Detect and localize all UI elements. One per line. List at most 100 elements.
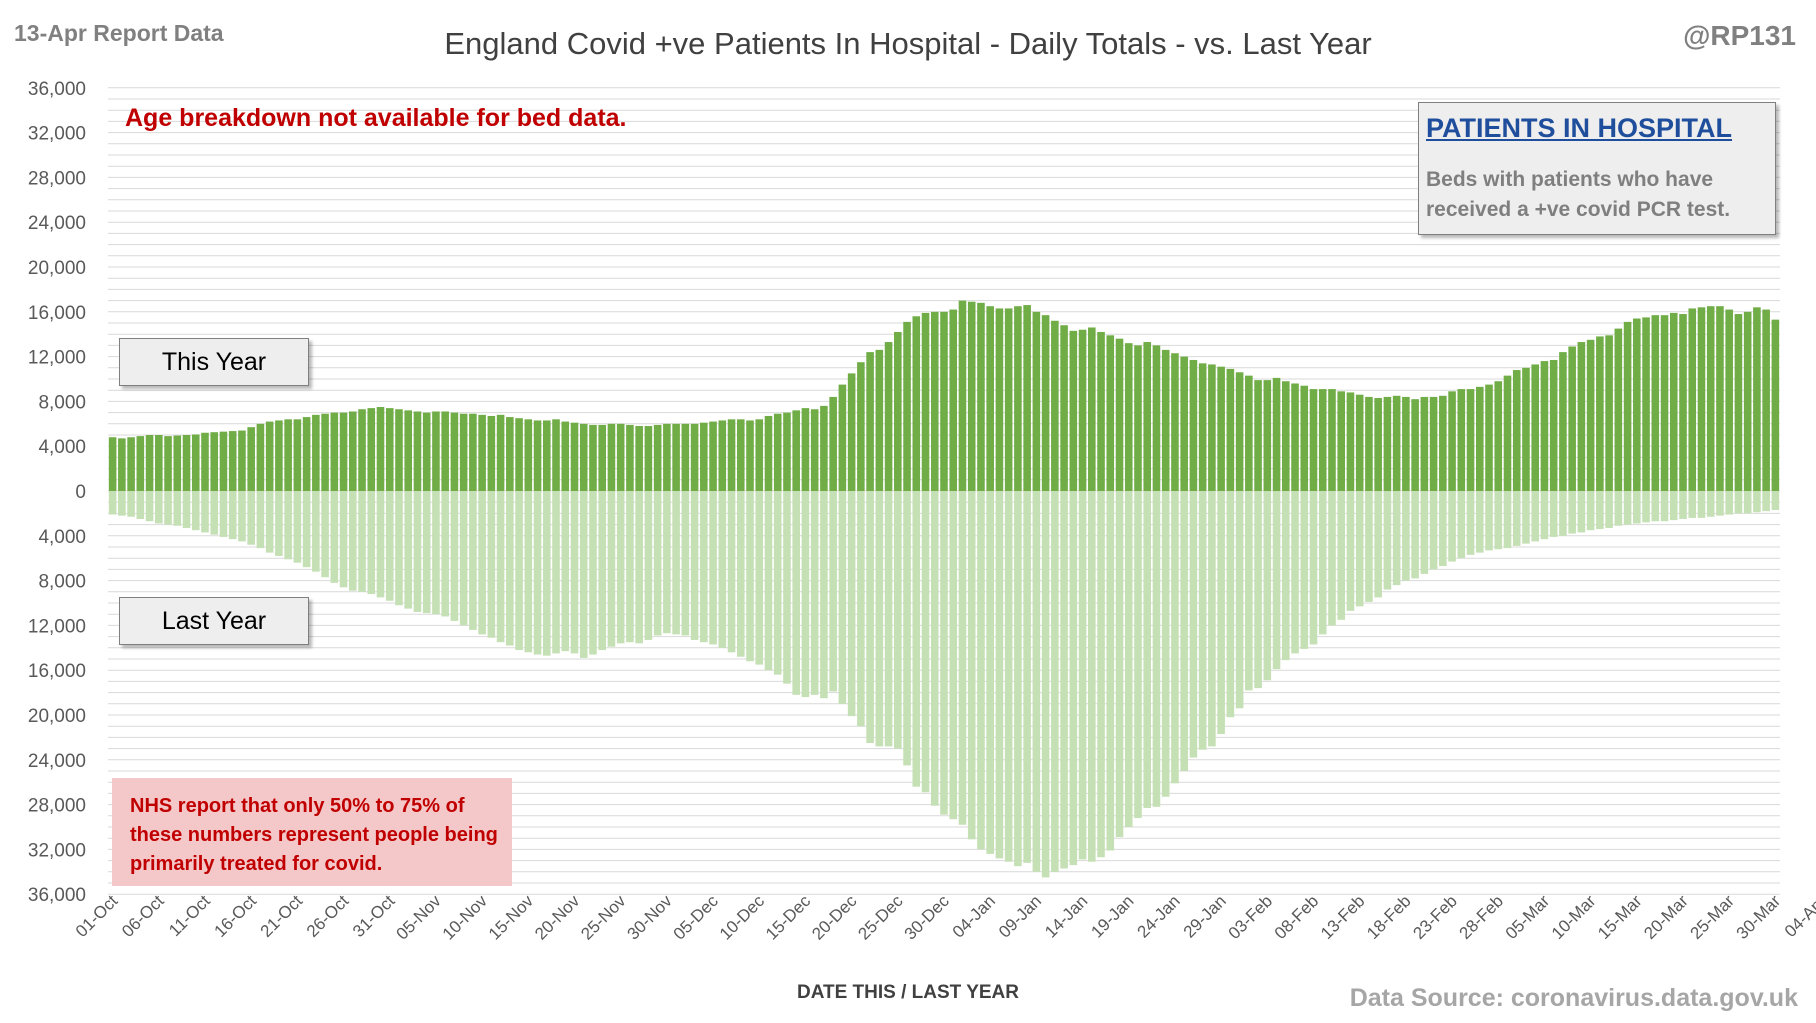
bar-this-year: [1512, 370, 1521, 491]
bar-last-year: [1512, 491, 1521, 546]
x-tick-label: 30-Mar: [1733, 891, 1785, 943]
bar-last-year: [173, 491, 182, 526]
bar-last-year: [1235, 491, 1244, 709]
bar-this-year: [1097, 331, 1105, 491]
bar-this-year: [635, 426, 643, 491]
x-tick-label: 21-Oct: [257, 891, 307, 941]
bar-this-year: [1402, 396, 1410, 491]
bar-this-year: [1697, 307, 1706, 491]
bar-this-year: [1679, 314, 1687, 491]
bar-this-year: [1642, 317, 1650, 491]
bar-this-year: [801, 408, 810, 491]
bar-this-year: [108, 437, 117, 491]
bar-last-year: [459, 491, 468, 626]
bar-this-year: [1411, 399, 1419, 491]
x-tick-label: 30-Nov: [624, 891, 677, 944]
bar-last-year: [164, 491, 172, 525]
bar-this-year: [422, 412, 431, 491]
x-axis-label: DATE THIS / LAST YEAR: [796, 982, 1020, 1003]
bar-last-year: [838, 491, 847, 704]
bar-last-year: [635, 491, 643, 644]
bar-last-year: [1651, 491, 1660, 522]
bar-this-year: [127, 437, 135, 491]
bar-this-year: [210, 432, 219, 491]
bar-last-year: [903, 491, 911, 766]
bar-last-year: [1106, 491, 1115, 851]
x-tick-label: 25-Nov: [577, 891, 630, 944]
bar-this-year: [1392, 395, 1401, 491]
bar-this-year: [1522, 367, 1530, 491]
x-tick-label: 15-Nov: [485, 891, 538, 944]
author-handle: @RP131: [1683, 20, 1796, 51]
x-tick-label: 29-Jan: [1180, 891, 1230, 941]
bar-last-year: [238, 491, 246, 542]
x-tick-label: 03-Feb: [1225, 891, 1277, 943]
bar-last-year: [1346, 491, 1355, 611]
bar-this-year: [1531, 364, 1539, 491]
bar-this-year: [958, 300, 967, 491]
bar-this-year: [626, 424, 634, 491]
bar-last-year: [542, 491, 551, 656]
bar-last-year: [1503, 491, 1512, 549]
bar-last-year: [524, 491, 533, 653]
bar-last-year: [1494, 491, 1503, 550]
bar-last-year: [1448, 491, 1456, 562]
legend-description: Beds with patients who have received a +…: [1426, 168, 1731, 221]
bar-last-year: [1485, 491, 1493, 551]
bar-this-year: [1716, 306, 1724, 491]
bar-last-year: [755, 491, 764, 665]
bar-this-year: [1309, 389, 1318, 491]
bar-last-year: [1282, 491, 1290, 661]
x-tick-label: 25-Mar: [1687, 891, 1739, 943]
bar-this-year: [312, 414, 320, 491]
bar-last-year: [1245, 491, 1253, 691]
bar-this-year: [1383, 396, 1392, 491]
bar-last-year: [127, 491, 135, 517]
y-tick-label: 36,000: [28, 885, 86, 906]
bar-this-year: [1115, 338, 1124, 491]
x-tick-label: 10-Mar: [1548, 891, 1600, 943]
bar-this-year: [1263, 380, 1272, 491]
bar-last-year: [921, 491, 930, 793]
bar-last-year: [986, 491, 994, 854]
bar-this-year: [653, 424, 662, 491]
bar-this-year: [1494, 381, 1503, 491]
bar-last-year: [1753, 491, 1761, 513]
bar-this-year: [247, 427, 255, 491]
x-tick-label: 31-Oct: [349, 891, 399, 941]
bar-last-year: [1004, 491, 1013, 862]
bar-last-year: [441, 491, 449, 617]
bar-this-year: [1762, 309, 1770, 491]
bar-last-year: [413, 491, 422, 612]
y-tick-label: 16,000: [28, 303, 86, 324]
bar-last-year: [1032, 491, 1041, 872]
bar-this-year: [1272, 377, 1281, 491]
bar-last-year: [1466, 491, 1475, 555]
x-tick-label: 10-Dec: [716, 891, 769, 944]
bar-last-year: [275, 491, 283, 556]
x-tick-label: 05-Nov: [393, 891, 446, 944]
bar-last-year: [607, 491, 616, 647]
bar-last-year: [1725, 491, 1733, 515]
bar-last-year: [1134, 491, 1142, 819]
bar-this-year: [339, 412, 348, 491]
bar-this-year: [690, 423, 699, 491]
bar-last-year: [718, 491, 727, 648]
bar-this-year: [700, 422, 708, 491]
bar-last-year: [1355, 491, 1364, 607]
bar-this-year: [1318, 389, 1327, 491]
bar-this-year: [1549, 359, 1558, 491]
bar-last-year: [764, 491, 773, 671]
bar-last-year: [1642, 491, 1650, 523]
bar-last-year: [570, 491, 579, 654]
bar-this-year: [367, 408, 376, 491]
bar-last-year: [312, 491, 320, 572]
bar-this-year: [228, 431, 237, 491]
bar-last-year: [1429, 491, 1438, 570]
bar-this-year: [838, 384, 847, 491]
bar-this-year: [1439, 395, 1447, 491]
bar-last-year: [1318, 491, 1327, 635]
bar-this-year: [1596, 336, 1604, 491]
bar-this-year: [1568, 346, 1576, 491]
bar-this-year: [450, 412, 459, 491]
